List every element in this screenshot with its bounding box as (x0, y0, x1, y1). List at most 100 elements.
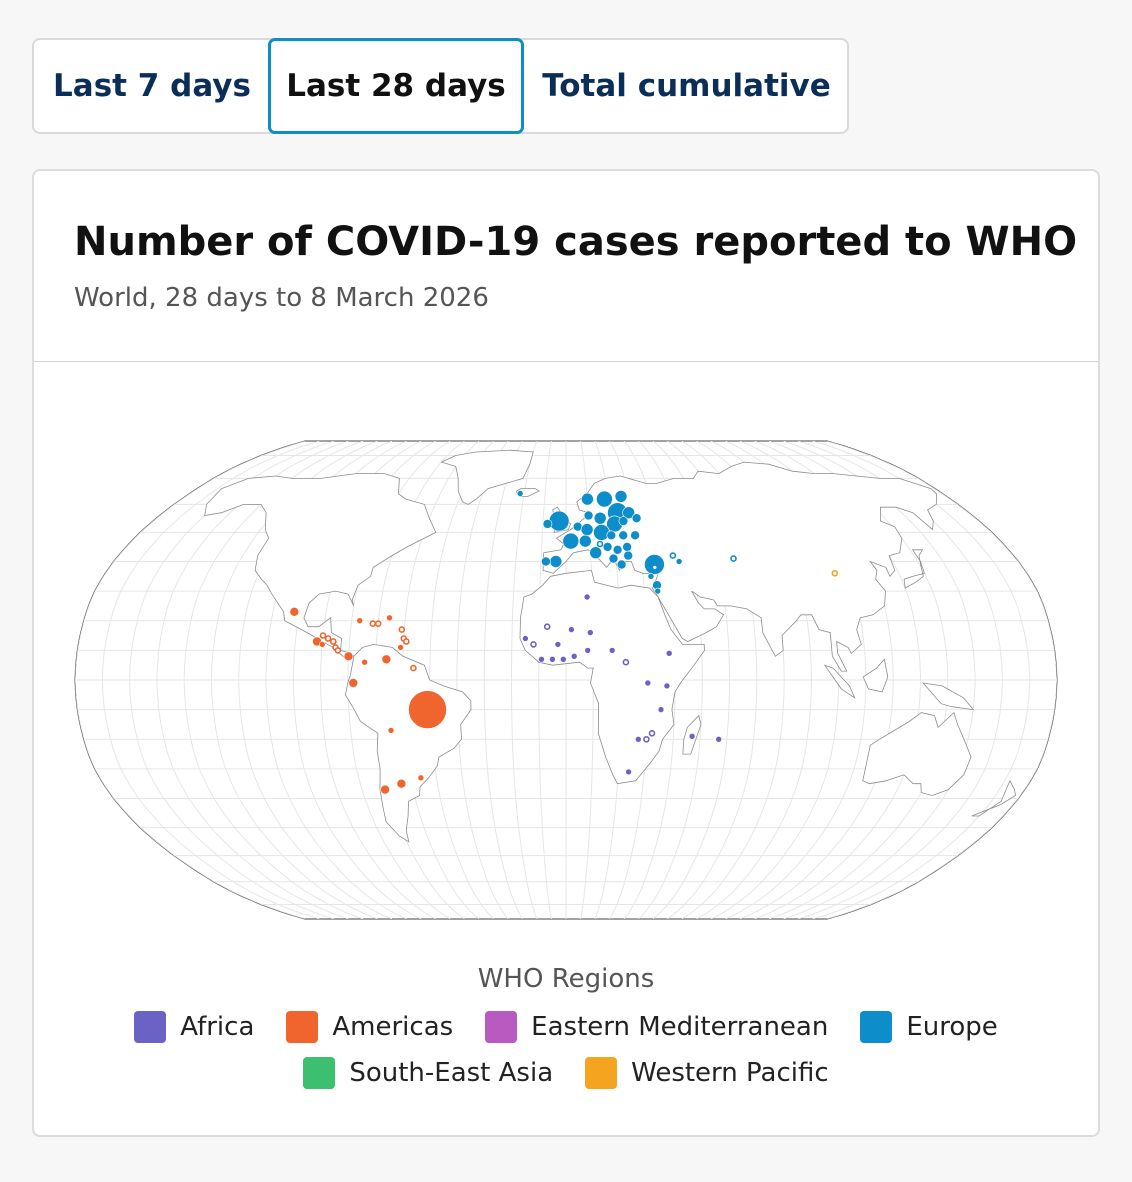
case-marker-europe[interactable] (542, 519, 553, 529)
tab-last-28-days[interactable]: Last 28 days (268, 38, 524, 134)
case-marker-africa[interactable] (715, 735, 723, 743)
legend-swatch-south-east-asia (303, 1057, 336, 1089)
case-marker-africa[interactable] (554, 641, 562, 648)
case-marker-africa[interactable] (608, 647, 616, 654)
case-marker-americas[interactable] (402, 638, 410, 645)
case-marker-europe[interactable] (593, 511, 607, 525)
case-marker-americas[interactable] (374, 620, 382, 628)
world-map[interactable] (34, 171, 1098, 951)
case-marker-europe[interactable] (618, 516, 629, 526)
case-marker-europe[interactable] (616, 559, 627, 570)
case-marker-africa[interactable] (643, 735, 650, 743)
case-marker-africa[interactable] (584, 647, 592, 654)
case-marker-europe[interactable] (622, 506, 636, 520)
case-marker-americas[interactable] (348, 678, 359, 688)
case-marker-africa[interactable] (648, 729, 656, 737)
case-marker-europe[interactable] (608, 553, 619, 564)
tab-total-cumulative[interactable]: Total cumulative (542, 68, 831, 104)
case-marker-europe[interactable] (548, 510, 570, 532)
case-marker-americas[interactable] (397, 644, 404, 651)
case-marker-americas[interactable] (380, 784, 390, 795)
legend-item-americas[interactable]: Americas (286, 1011, 453, 1043)
case-marker-europe[interactable] (549, 555, 563, 568)
legend-item-europe[interactable]: Europe (860, 1011, 998, 1043)
case-marker-europe[interactable] (631, 513, 642, 524)
legend-item-south-east-asia[interactable]: South-East Asia (303, 1057, 553, 1089)
case-marker-americas[interactable] (417, 774, 425, 782)
case-marker-americas[interactable] (318, 641, 326, 648)
case-marker-europe[interactable] (580, 523, 594, 536)
case-marker-europe[interactable] (654, 587, 662, 595)
case-marker-africa[interactable] (634, 735, 642, 743)
legend-item-africa[interactable]: Africa (134, 1011, 254, 1043)
case-marker-western-pacific[interactable] (831, 569, 839, 577)
case-marker-americas[interactable] (396, 778, 407, 789)
case-marker-americas[interactable] (324, 635, 332, 642)
case-marker-americas[interactable] (334, 647, 342, 654)
legend-title: WHO Regions (477, 964, 655, 994)
case-marker-africa[interactable] (522, 635, 529, 642)
case-marker-americas[interactable] (386, 614, 393, 622)
case-marker-europe[interactable] (596, 490, 613, 508)
legend-row-2: South-East Asia Western Pacific (34, 1057, 1098, 1089)
landmass-japan (903, 549, 925, 589)
case-marker-europe[interactable] (651, 564, 659, 571)
case-marker-europe[interactable] (622, 542, 632, 552)
legend-label-south-east-asia: South-East Asia (349, 1058, 554, 1088)
case-marker-americas[interactable] (319, 632, 327, 639)
case-marker-europe[interactable] (612, 544, 623, 555)
case-marker-americas[interactable] (361, 658, 368, 666)
case-marker-africa[interactable] (625, 768, 632, 776)
case-marker-africa[interactable] (549, 655, 556, 663)
case-marker-europe[interactable] (593, 524, 610, 541)
case-marker-americas[interactable] (343, 651, 354, 662)
case-marker-europe[interactable] (583, 510, 594, 521)
case-marker-americas[interactable] (329, 638, 337, 645)
case-marker-africa[interactable] (688, 732, 696, 740)
case-marker-americas[interactable] (369, 620, 377, 628)
tab-last-7-days[interactable]: Last 7 days (53, 68, 251, 104)
legend-swatch-americas (286, 1011, 319, 1043)
case-marker-africa[interactable] (665, 649, 673, 657)
case-marker-europe[interactable] (647, 572, 655, 580)
case-marker-africa[interactable] (568, 626, 575, 633)
case-marker-europe[interactable] (516, 490, 524, 497)
case-marker-africa[interactable] (663, 682, 671, 690)
case-marker-europe[interactable] (541, 556, 551, 567)
case-marker-europe[interactable] (630, 530, 640, 541)
case-marker-africa[interactable] (570, 652, 578, 660)
legend-item-eastern-mediterranean[interactable]: Eastern Mediterranean (485, 1011, 828, 1043)
case-marker-europe[interactable] (562, 532, 580, 550)
case-marker-europe[interactable] (602, 542, 613, 552)
legend-swatch-europe (860, 1011, 893, 1043)
case-marker-europe[interactable] (623, 550, 634, 561)
case-marker-africa[interactable] (583, 593, 591, 601)
case-marker-africa[interactable] (644, 679, 652, 687)
case-marker-africa[interactable] (586, 629, 594, 636)
case-marker-americas[interactable] (398, 626, 406, 633)
case-marker-europe[interactable] (614, 490, 628, 503)
case-marker-africa[interactable] (622, 658, 630, 666)
case-marker-europe[interactable] (669, 552, 677, 559)
case-marker-europe[interactable] (675, 558, 683, 565)
case-marker-americas[interactable] (387, 727, 395, 734)
legend-item-western-pacific[interactable]: Western Pacific (585, 1057, 829, 1089)
case-marker-europe[interactable] (589, 546, 603, 560)
case-marker-africa[interactable] (530, 641, 537, 648)
case-marker-africa[interactable] (538, 655, 545, 663)
case-marker-europe[interactable] (618, 530, 629, 541)
case-marker-europe[interactable] (596, 540, 604, 548)
case-marker-africa[interactable] (657, 706, 665, 713)
case-marker-africa[interactable] (543, 623, 551, 631)
case-marker-americas[interactable] (408, 690, 447, 729)
case-marker-africa[interactable] (559, 655, 567, 663)
case-marker-americas[interactable] (410, 664, 417, 672)
case-marker-europe[interactable] (578, 534, 592, 548)
case-marker-europe[interactable] (606, 530, 617, 541)
legend-label-europe: Europe (906, 1012, 998, 1042)
case-marker-americas[interactable] (289, 606, 300, 617)
case-marker-europe[interactable] (581, 492, 594, 506)
case-marker-americas[interactable] (381, 654, 392, 665)
case-marker-americas[interactable] (356, 617, 364, 625)
case-marker-europe[interactable] (730, 555, 737, 562)
